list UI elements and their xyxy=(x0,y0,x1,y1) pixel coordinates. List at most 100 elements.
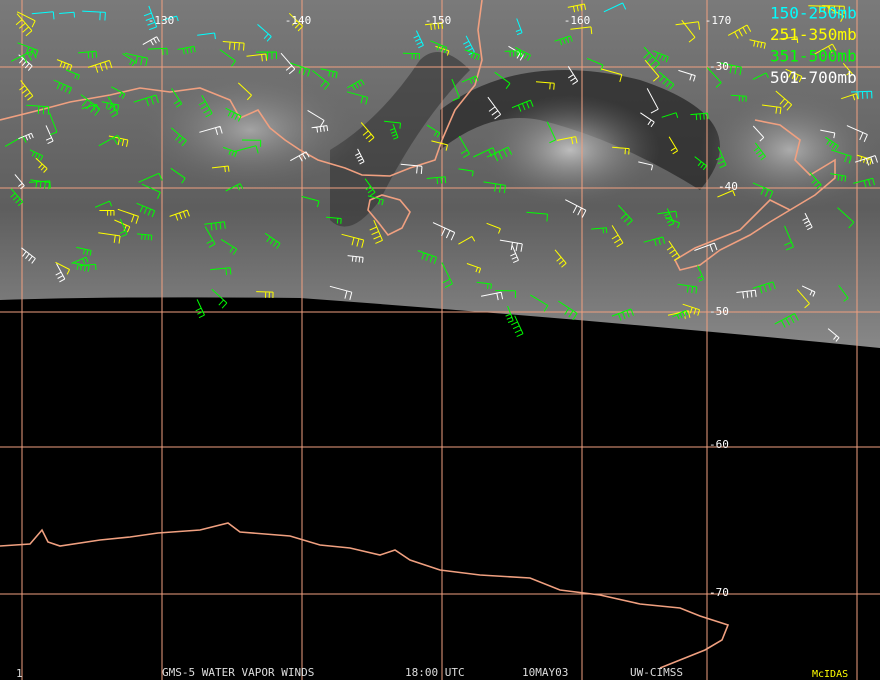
longitude-label: -150 xyxy=(425,14,452,27)
wind-barb xyxy=(256,291,274,299)
wind-barb xyxy=(17,42,39,58)
wind-barb xyxy=(481,291,504,301)
wind-barb xyxy=(514,46,531,61)
wind-barb xyxy=(774,313,799,328)
wind-barb xyxy=(141,183,161,199)
wind-barb xyxy=(198,94,213,118)
wind-barb xyxy=(820,129,836,139)
wind-barb xyxy=(682,303,701,316)
wind-barb xyxy=(565,199,587,218)
wind-barb xyxy=(170,127,187,147)
wind-barb xyxy=(664,208,675,227)
wind-barb xyxy=(451,78,460,101)
wind-barb xyxy=(10,188,24,207)
wind-barb xyxy=(554,35,573,46)
wind-barb xyxy=(290,151,310,162)
latitude-label: -40 xyxy=(718,180,738,193)
wind-barb xyxy=(28,180,51,189)
legend: 150-250mb 251-350mb 351-500mb 501-700mb xyxy=(770,4,857,88)
wind-barb xyxy=(666,240,681,261)
wind-barb xyxy=(367,195,384,206)
wind-barb xyxy=(307,109,325,127)
wind-barb xyxy=(220,238,238,255)
wind-barb xyxy=(853,177,875,188)
legend-entry: 150-250mb xyxy=(770,4,857,23)
wind-barb xyxy=(341,233,365,248)
wind-barb xyxy=(681,19,696,43)
wind-barb xyxy=(346,91,368,105)
wind-barb xyxy=(749,39,766,49)
wind-barb xyxy=(556,136,578,145)
wind-barb xyxy=(752,125,765,142)
wind-barb xyxy=(71,256,89,264)
wind-barb xyxy=(646,88,659,114)
legend-entry: 501-700mb xyxy=(770,68,857,87)
wind-barb xyxy=(170,167,186,184)
wind-barb xyxy=(80,94,101,116)
wind-barb xyxy=(426,176,447,184)
wind-barb xyxy=(661,112,679,118)
wind-barb xyxy=(301,196,320,208)
wind-barb xyxy=(225,107,242,122)
wind-barb xyxy=(821,5,845,15)
wind-barb xyxy=(473,147,497,158)
coastlines xyxy=(0,0,836,669)
wind-barb xyxy=(384,120,401,129)
longitude-label: -140 xyxy=(285,14,312,27)
wind-barb xyxy=(486,146,513,162)
software: McIDAS xyxy=(812,669,848,680)
wind-barb xyxy=(49,112,58,136)
wind-barb xyxy=(72,262,90,272)
wind-barb xyxy=(35,157,48,173)
wind-barb xyxy=(326,216,342,224)
wind-barb xyxy=(567,66,579,85)
wind-barb xyxy=(413,30,424,49)
wind-barb xyxy=(736,289,757,299)
wind-barb xyxy=(124,52,148,67)
wind-barb xyxy=(225,183,244,192)
wind-barb xyxy=(643,236,666,247)
wind-barb xyxy=(108,135,129,147)
wind-barb xyxy=(18,132,34,141)
wind-barb xyxy=(643,46,660,70)
wind-barb xyxy=(137,233,153,241)
wind-barb xyxy=(558,300,578,321)
wind-barb xyxy=(458,235,476,245)
wind-barb xyxy=(657,210,678,218)
wind-barb xyxy=(107,96,119,118)
wind-barb xyxy=(830,173,847,182)
wind-barb xyxy=(854,155,878,166)
wind-barb xyxy=(505,305,514,323)
wind-barb xyxy=(672,309,689,320)
wind-barb xyxy=(177,45,196,55)
dry-band xyxy=(330,52,470,227)
wind-barb xyxy=(288,12,303,32)
wind-barb xyxy=(775,90,793,111)
wind-barb xyxy=(830,149,852,164)
wind-barb xyxy=(169,209,190,221)
wind-barb xyxy=(784,225,794,251)
wind-barb xyxy=(29,149,44,161)
wind-barb xyxy=(486,222,501,234)
wind-barb xyxy=(94,200,113,208)
time: 18:00 UTC xyxy=(405,666,465,679)
wind-barb xyxy=(255,51,277,60)
wind-barb xyxy=(567,3,587,13)
wind-barb xyxy=(570,26,593,35)
wind-barb xyxy=(10,50,37,64)
wind-barb xyxy=(312,70,330,90)
wind-barb xyxy=(694,242,718,252)
wind-barb xyxy=(424,22,443,31)
wind-barb xyxy=(535,81,555,90)
wind-barb xyxy=(779,36,799,43)
wind-barb xyxy=(136,202,156,218)
frame-number: 1 xyxy=(16,667,23,680)
cloud-swirl xyxy=(700,90,880,210)
source: UW-CIMSS xyxy=(630,666,683,679)
wind-barb xyxy=(76,246,92,256)
wind-barb xyxy=(495,290,516,299)
wind-barb xyxy=(133,94,159,107)
wind-barb xyxy=(801,285,816,297)
